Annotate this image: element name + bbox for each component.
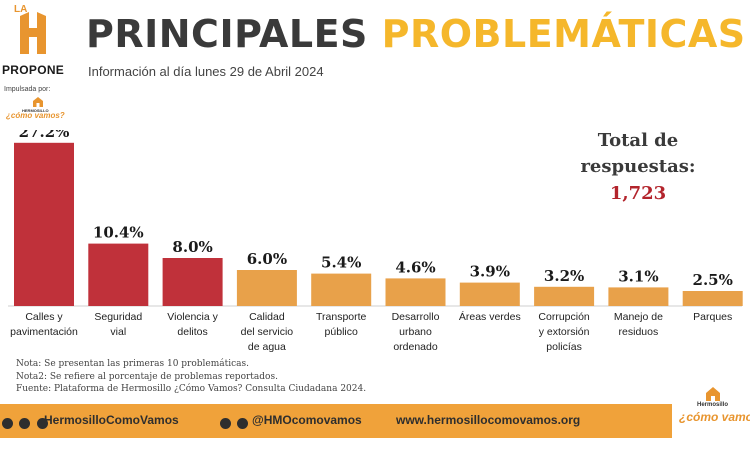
category-label-4-line-3: de agua <box>248 341 286 353</box>
title-part1: PRINCIPALES <box>86 12 368 56</box>
bar-10 <box>682 291 743 306</box>
category-label-6-line-2: urbano <box>399 326 432 338</box>
como-vamos-name: ¿cómo vamos <box>679 410 750 424</box>
bar-value-label-9: 3.1% <box>618 267 658 285</box>
category-label-4-line-1: Calidad <box>249 311 285 323</box>
bar-value-label-1: 27.2% <box>19 130 70 141</box>
bar-3 <box>162 258 223 306</box>
page-title: PRINCIPALES PROBLEMÁTICAS <box>86 12 746 56</box>
total-value: 1,723 <box>609 183 667 204</box>
category-label-6-line-3: ordenado <box>393 341 438 353</box>
total-label-line2: respuestas: <box>580 156 696 177</box>
title-part2: PROBLEMÁTICAS <box>381 12 746 56</box>
page-subtitle: Información al día lunes 29 de Abril 202… <box>88 64 324 79</box>
bar-value-label-6: 4.6% <box>395 258 435 276</box>
house-icon <box>33 97 43 107</box>
note-2: Nota2: Se refiere al porcentaje de probl… <box>16 371 278 382</box>
category-label-2-line-2: vial <box>110 326 126 338</box>
bar-8 <box>534 286 595 306</box>
youtube-icon[interactable] <box>36 418 48 429</box>
social-icons-group-1 <box>2 415 50 433</box>
tiktok-icon[interactable] <box>220 418 231 429</box>
social-icons-group-2 <box>220 415 250 433</box>
bar-5 <box>311 273 372 306</box>
category-label-10-line-1: Parques <box>693 311 732 323</box>
bar-9 <box>608 287 669 306</box>
website-link[interactable]: www.hermosillocomovamos.org <box>396 413 581 427</box>
bar-4 <box>236 270 297 306</box>
category-label-8-line-1: Corrupción <box>538 311 590 323</box>
sponsor-small-text: HERMOSILLO <box>22 108 49 113</box>
category-label-9-line-1: Manejo de <box>614 311 663 323</box>
category-label-8-line-2: y extorsión <box>539 326 590 338</box>
sponsor-label: Impulsada por: <box>4 86 51 93</box>
como-vamos-small-text: Hermosillo <box>697 402 729 408</box>
category-label-6-line-1: Desarrollo <box>392 311 440 323</box>
bar-value-label-7: 3.9% <box>470 263 510 281</box>
footer-bar: HermosilloComoVamos @HMOcomovamos www.he… <box>0 404 672 438</box>
notes: Nota: Se presentan las primeras 10 probl… <box>16 358 366 396</box>
propone-logo: LA PROPONE <box>0 0 80 80</box>
como-vamos-logo: Hermosillo ¿cómo vamos <box>675 380 750 450</box>
category-label-9-line-2: residuos <box>619 326 659 338</box>
bar-6 <box>385 278 446 306</box>
bar-1 <box>14 142 74 306</box>
bar-value-label-10: 2.5% <box>693 271 733 289</box>
category-label-8-line-3: policías <box>546 341 582 353</box>
bar-value-label-2: 10.4% <box>93 224 144 242</box>
category-label-1-line-1: Calles y <box>25 311 63 323</box>
bar-2 <box>88 243 149 306</box>
note-1: Nota: Se presentan las primeras 10 probl… <box>16 359 250 369</box>
category-label-5-line-1: Transporte <box>316 311 367 323</box>
category-label-3-line-2: delitos <box>177 326 207 338</box>
category-label-3-line-1: Violencia y <box>167 311 218 323</box>
logo-la-text: LA <box>14 4 28 15</box>
total-label-line1: Total de <box>597 130 679 151</box>
twitter-icon[interactable] <box>237 418 249 429</box>
total-responses: Total de respuestas: 1,723 <box>578 128 698 208</box>
bar-value-label-3: 8.0% <box>172 238 212 256</box>
bar-7 <box>459 282 520 306</box>
logo-propone-text: PROPONE <box>2 63 65 77</box>
note-source: Fuente: Plataforma de Hermosillo ¿Cómo V… <box>16 384 367 394</box>
instagram-icon[interactable] <box>19 418 31 429</box>
category-label-2-line-1: Seguridad <box>94 311 142 323</box>
category-label-7-line-1: Áreas verdes <box>459 310 521 323</box>
bar-chart: 27.2% Calles y pavimentación 10.4% Seguridad… <box>8 130 743 353</box>
bar-value-label-5: 5.4% <box>321 254 361 272</box>
house-icon <box>706 387 720 401</box>
social-handle-1[interactable]: HermosilloComoVamos <box>44 413 179 427</box>
category-label-5-line-2: público <box>325 326 358 338</box>
facebook-icon[interactable] <box>2 418 13 429</box>
h-logo-icon <box>20 12 46 54</box>
bar-value-label-8: 3.2% <box>544 267 584 285</box>
category-label-4-line-2: del servicio <box>241 326 294 338</box>
category-label-1-line-2: pavimentación <box>10 326 78 338</box>
sponsor-name: ¿cómo vamos? <box>6 111 65 120</box>
bar-value-label-4: 6.0% <box>247 250 287 268</box>
social-handle-2[interactable]: @HMOcomovamos <box>252 413 362 427</box>
sponsor-logo: Impulsada por: HERMOSILLO ¿cómo vamos? <box>4 86 72 124</box>
